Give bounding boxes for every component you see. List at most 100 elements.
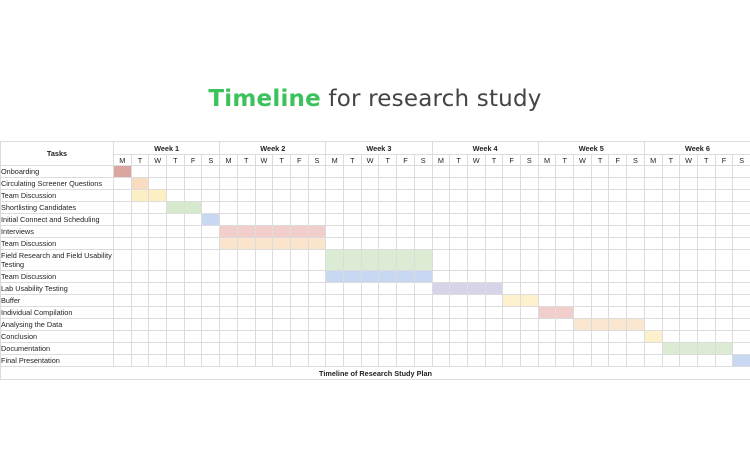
grid-cell [608, 306, 628, 319]
grid-cell [626, 249, 645, 271]
grid-cell [413, 342, 433, 355]
task-bar-cell [236, 237, 256, 250]
grid-cell [113, 282, 132, 295]
gantt-table: Tasks Week 1 Week 2 Week 3 Week 4 Week 5 Week … [0, 141, 750, 380]
grid-cell [289, 330, 309, 343]
grid-cell [183, 237, 203, 250]
grid-cell [130, 165, 150, 178]
grid-cell [166, 318, 185, 331]
grid-cell [661, 201, 681, 214]
task-bar-cell [130, 177, 150, 190]
grid-cell [573, 294, 592, 307]
task-bar-cell [555, 306, 575, 319]
day-header: M [643, 154, 663, 166]
task-name: Initial Connect and Scheduling [0, 213, 114, 226]
task-row: Circulating Screener Questions [0, 177, 750, 190]
grid-cell [573, 330, 592, 343]
grid-cell [502, 354, 521, 367]
grid-cell [183, 165, 203, 178]
task-row: Field Research and Field Usability Testi… [0, 249, 750, 271]
grid-cell [679, 249, 698, 271]
grid-cell [696, 282, 716, 295]
grid-cell [484, 270, 504, 283]
grid-cell [307, 189, 327, 202]
grid-cell [343, 165, 362, 178]
grid-cell [502, 237, 521, 250]
grid-cell [431, 318, 451, 331]
grid-cell [201, 165, 221, 178]
grid-cell [272, 213, 291, 226]
grid-cell [661, 189, 681, 202]
grid-cell [360, 306, 380, 319]
grid-cell [696, 237, 716, 250]
grid-cell [307, 270, 327, 283]
grid-cell [219, 342, 238, 355]
grid-cell [608, 354, 628, 367]
grid-cell [449, 306, 468, 319]
grid-cell [626, 165, 645, 178]
grid-cell [643, 189, 663, 202]
grid-cell [608, 330, 628, 343]
grid-cell [396, 201, 415, 214]
grid-cell [148, 177, 168, 190]
grid-cell [148, 294, 168, 307]
grid-cell [254, 354, 274, 367]
grid-cell [113, 249, 132, 271]
task-bar-cell [254, 225, 274, 238]
grid-cell [608, 177, 628, 190]
grid-cell [555, 249, 575, 271]
task-row: Shortlisting Candidates [0, 201, 750, 214]
grid-cell [396, 354, 415, 367]
grid-cell [236, 282, 256, 295]
grid-cell [219, 306, 238, 319]
task-bar-cell [183, 201, 203, 214]
grid-cell [360, 318, 380, 331]
task-bar-cell [661, 342, 681, 355]
task-bar-cell [166, 201, 185, 214]
day-header: M [537, 154, 557, 166]
grid-cell [130, 249, 150, 271]
grid-cell [396, 189, 415, 202]
grid-cell [254, 282, 274, 295]
grid-cell [590, 237, 610, 250]
grid-cell [679, 282, 698, 295]
grid-cell [679, 354, 698, 367]
grid-cell [130, 330, 150, 343]
grid-cell [590, 177, 610, 190]
grid-cell [166, 306, 185, 319]
grid-cell [113, 201, 132, 214]
grid-cell [236, 294, 256, 307]
grid-cell [590, 189, 610, 202]
grid-cell [732, 330, 750, 343]
task-row: Lab Usability Testing [0, 282, 750, 295]
grid-cell [661, 270, 681, 283]
grid-cell [148, 213, 168, 226]
grid-cell [113, 225, 132, 238]
task-bar-cell [236, 225, 256, 238]
day-header: T [696, 154, 716, 166]
grid-cell [431, 189, 451, 202]
grid-cell [378, 282, 398, 295]
grid-cell [431, 201, 451, 214]
grid-cell [590, 342, 610, 355]
grid-cell [219, 201, 238, 214]
grid-cell [183, 225, 203, 238]
grid-cell [325, 189, 345, 202]
grid-cell [573, 306, 592, 319]
grid-cell [732, 237, 750, 250]
grid-cell [484, 318, 504, 331]
grid-cell [431, 165, 451, 178]
grid-cell [661, 282, 681, 295]
task-name: Final Presentation [0, 354, 114, 367]
grid-cell [466, 294, 486, 307]
grid-cell [519, 306, 539, 319]
task-bar-cell [307, 225, 327, 238]
grid-cell [626, 342, 645, 355]
grid-cell [466, 330, 486, 343]
grid-cell [537, 225, 557, 238]
grid-cell [396, 318, 415, 331]
grid-cell [360, 165, 380, 178]
day-header: M [325, 154, 345, 166]
task-name: Analysing the Data [0, 318, 114, 331]
grid-cell [378, 201, 398, 214]
